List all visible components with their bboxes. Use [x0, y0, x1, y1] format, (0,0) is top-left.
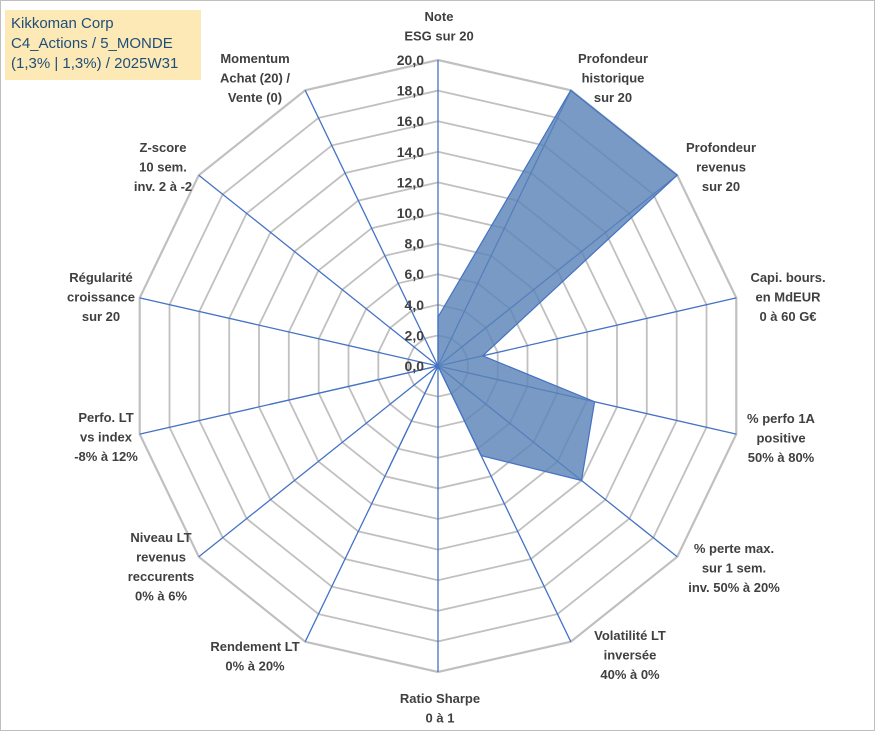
- radar-series: [269, 89, 679, 482]
- axis-label: Régularité croissance sur 20: [67, 270, 135, 324]
- axis-label: Ratio Sharpe 0 à 1: [400, 691, 480, 726]
- axis-label: % perte max. sur 1 sem. inv. 50% à 20%: [688, 541, 780, 595]
- category-label: C4_Actions / 5_MONDE: [11, 35, 173, 52]
- tick-label: 2,0: [405, 327, 425, 343]
- tick-label: 10,0: [397, 205, 424, 221]
- tick-label: 16,0: [397, 113, 424, 129]
- series-area: [269, 89, 679, 482]
- info-box: Kikkoman Corp C4_Actions / 5_MONDE (1,3%…: [5, 10, 201, 80]
- axis-label: Rendement LT 0% à 20%: [210, 639, 299, 674]
- axis-labels: Note ESG sur 20 Profondeur historique sur 20…: [67, 9, 826, 726]
- axis-label: Momentum Achat (20) / Vente (0): [220, 51, 290, 105]
- axis-label: Capi. bours. en MdEUR 0 à 60 G€: [750, 270, 825, 324]
- tick-label: 4,0: [405, 297, 425, 313]
- axis-spoke: [437, 297, 737, 367]
- axis-label: Niveau LT revenus reccurents 0% à 6%: [128, 530, 194, 604]
- tick-label: 0,0: [405, 358, 425, 374]
- tick-label: 6,0: [405, 266, 425, 282]
- axis-label: Z-score 10 sem. inv. 2 à -2: [134, 140, 192, 194]
- radial-tick-labels: 0,0 2,0 4,0 6,0 8,0 10,0 12,0 14,0 16,0 18,0 20,0: [397, 52, 424, 374]
- tick-label: 20,0: [397, 52, 424, 68]
- tick-label: 14,0: [397, 144, 424, 160]
- company-name: Kikkoman Corp: [11, 15, 114, 32]
- axis-label: Perfo. LT vs index -8% à 12%: [74, 410, 138, 464]
- axis-label: % perfo 1A positive 50% à 80%: [747, 411, 816, 465]
- axis-spoke: [198, 365, 439, 558]
- axis-spoke: [139, 297, 439, 367]
- axis-label: Profondeur revenus sur 20: [686, 140, 756, 194]
- tick-label: 8,0: [405, 236, 425, 252]
- period-label: (1,3% | 1,3%) / 2025W31: [11, 55, 179, 72]
- tick-label: 12,0: [397, 174, 424, 190]
- axis-label: Profondeur historique sur 20: [578, 51, 648, 105]
- axis-spoke: [304, 90, 439, 367]
- axis-label: Note ESG sur 20: [404, 9, 473, 44]
- axis-spoke: [198, 174, 439, 367]
- tick-label: 18,0: [397, 83, 424, 99]
- axis-label: Volatilité LT inversée 40% à 0%: [594, 628, 666, 682]
